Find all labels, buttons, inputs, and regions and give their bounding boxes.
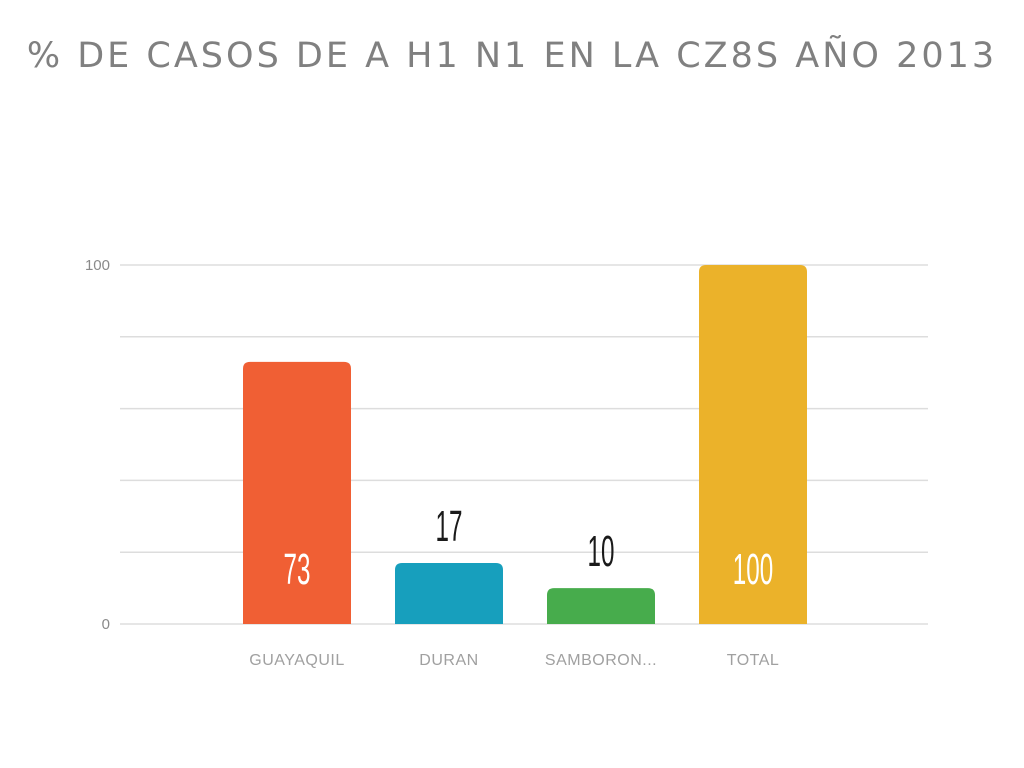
bar [699, 265, 807, 624]
x-category-label: TOTAL [727, 652, 780, 669]
y-tick-label: 0 [102, 616, 110, 633]
bar [395, 562, 503, 624]
data-label: 73 [284, 544, 311, 594]
bar [547, 588, 655, 624]
chart-title: % DE CASOS DE A H1 N1 EN LA CZ8S AÑO 201… [26, 36, 998, 76]
data-label: 100 [733, 544, 773, 594]
x-category-label: SAMBORON... [545, 652, 657, 669]
data-label: 17 [436, 501, 463, 551]
data-label: 10 [588, 526, 615, 576]
x-category-label: DURAN [419, 652, 478, 669]
y-tick-label: 100 [85, 257, 110, 274]
bar [243, 361, 351, 624]
x-category-label: GUAYAQUIL [249, 652, 344, 669]
